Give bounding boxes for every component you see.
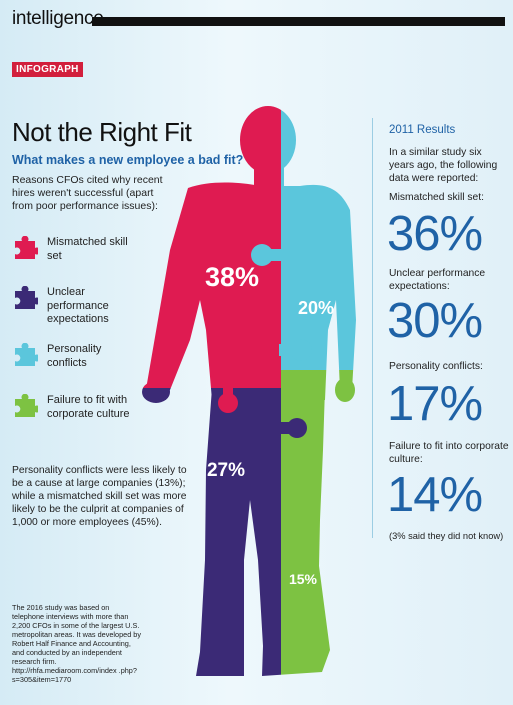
column-divider — [372, 118, 373, 538]
puzzle-piece-icon — [15, 343, 38, 366]
result-label: Unclear performance expectations: — [389, 268, 486, 292]
value-label-mismatched: 38% — [205, 262, 259, 292]
result-value: 30% — [387, 294, 483, 348]
legend-label: Mismatched skill set — [47, 236, 128, 262]
header: intelligence — [0, 0, 513, 44]
value-label-unclear: 27% — [207, 460, 245, 481]
puzzle-piece-mismatched — [142, 106, 281, 388]
legend-label: Failure to fit with corporate culture — [47, 394, 130, 420]
section-title: intelligence — [12, 8, 104, 29]
legend-label: Personality conflicts — [47, 343, 102, 369]
source-text: The 2016 study was based on telephone in… — [12, 603, 141, 684]
legend-item-unclear: Unclear performance expectations — [12, 286, 137, 327]
puzzle-piece-culture — [281, 370, 356, 676]
puzzle-piece-icon — [15, 236, 38, 259]
page-subtitle: What makes a new employee a bad fit? — [12, 153, 244, 167]
result-label: Failure to fit into corporate culture: — [389, 441, 509, 465]
legend-label: Unclear performance expectations — [47, 286, 109, 325]
result-label: Personality conflicts: — [389, 361, 483, 372]
result-value: 36% — [387, 207, 483, 261]
legend-item-personality: Personality conflicts — [12, 343, 137, 370]
legend-item-culture: Failure to fit with corporate culture — [12, 394, 137, 421]
value-label-culture: 15% — [289, 571, 318, 587]
results-footnote: (3% said they did not know) — [389, 531, 504, 541]
result-value: 14% — [387, 468, 483, 522]
result-value: 17% — [387, 377, 483, 431]
puzzle-piece-icon — [15, 394, 38, 417]
result-label: Mismatched skill set: — [389, 192, 484, 203]
intro-text: Reasons CFOs cited why recent hires were… — [12, 174, 163, 212]
infograph-badge: INFOGRAPH — [12, 62, 83, 77]
legend-item-mismatched: Mismatched skill set — [12, 236, 137, 263]
puzzle-piece-icon — [15, 286, 38, 309]
value-label-personality: 20% — [298, 298, 334, 318]
puzzle-piece-personality — [281, 106, 356, 370]
header-rule — [92, 17, 505, 26]
puzzle-piece-unclear — [142, 388, 281, 676]
results-title: 2011 Results — [389, 124, 456, 136]
results-intro: In a similar study six years ago, the fo… — [389, 147, 498, 184]
note-text: Personality conflicts were less likely t… — [12, 465, 187, 528]
page-title: Not the Right Fit — [12, 117, 192, 147]
